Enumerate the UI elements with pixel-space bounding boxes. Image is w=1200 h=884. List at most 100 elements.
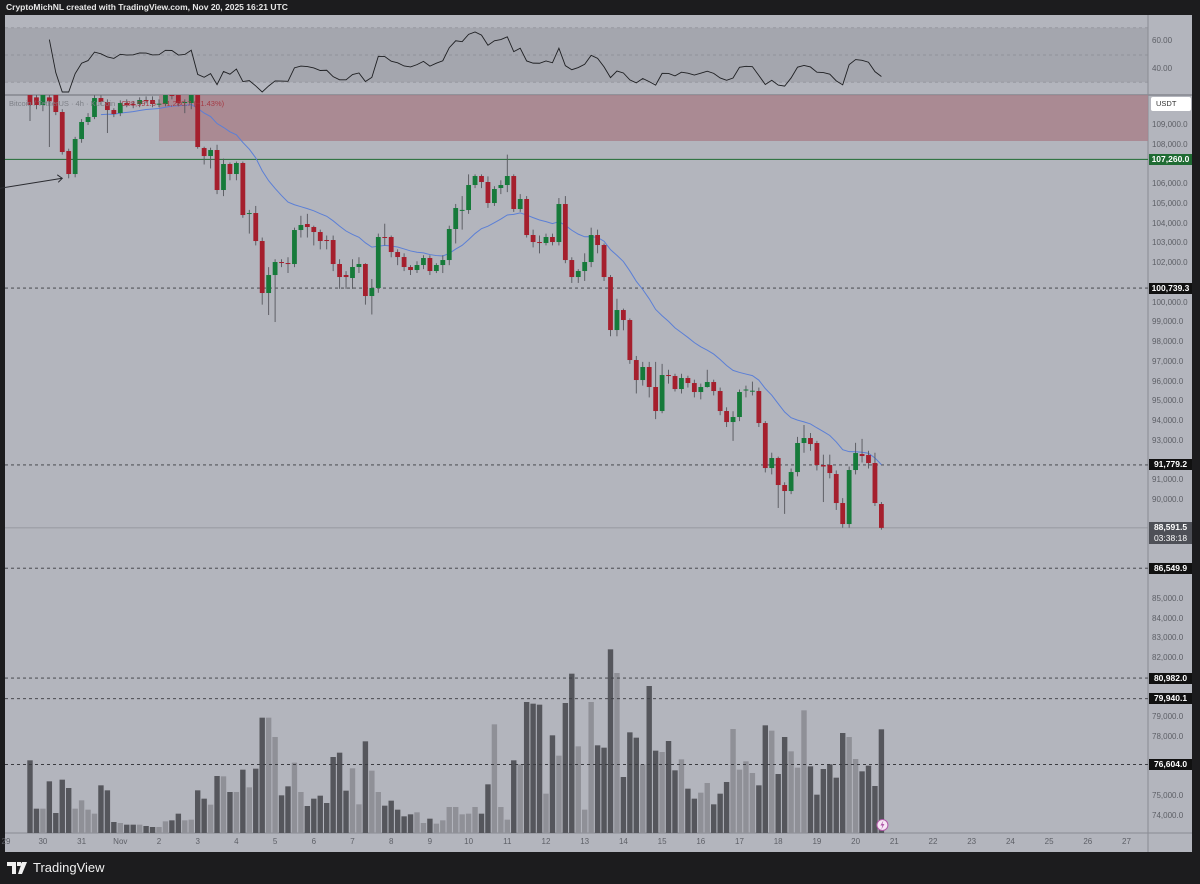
candle-down — [143, 100, 149, 102]
volume-bar — [66, 788, 72, 833]
candle-down — [59, 112, 65, 153]
price-tick-label: 85,000.0 — [1152, 593, 1184, 603]
candle-down — [46, 97, 52, 102]
volume-bar — [465, 813, 472, 833]
price-tick-label: 100,000.0 — [1152, 297, 1188, 307]
volume-bar — [104, 790, 111, 833]
candle-down — [724, 411, 729, 423]
candle-up — [375, 237, 381, 289]
volume-bar — [678, 759, 685, 833]
time-tick-label: 14 — [618, 837, 628, 846]
candle-down — [304, 224, 310, 228]
candle-down — [214, 150, 220, 191]
candle-up — [266, 275, 272, 294]
level-price-tag: 107,260.0 — [1149, 153, 1192, 165]
candle-down — [285, 263, 291, 265]
candle-up — [659, 375, 665, 412]
time-tick-label: 22 — [928, 837, 938, 846]
level-price-tag: 79,940.1 — [1149, 693, 1192, 705]
volume-bar — [40, 808, 46, 833]
rsi-line — [48, 31, 882, 93]
time-tick-label: 21 — [889, 837, 899, 846]
candle-down — [34, 97, 39, 106]
candle-down — [317, 232, 323, 242]
candle-up — [272, 262, 278, 276]
candle-down — [601, 245, 607, 278]
level-price-tag: 86,549.9 — [1149, 562, 1192, 574]
time-tick-label: 8 — [388, 837, 394, 846]
volume-bar — [349, 768, 356, 833]
volume-bar — [640, 764, 646, 833]
candle-up — [221, 164, 226, 191]
time-tick-label: 19 — [812, 837, 822, 846]
volume-bar — [794, 767, 801, 833]
time-tick-label: 3 — [195, 837, 200, 846]
volume-bar — [201, 798, 207, 833]
candle-down — [479, 176, 484, 183]
volume-bar — [652, 750, 659, 833]
volume-bar — [620, 777, 627, 833]
volume-bar — [472, 807, 478, 833]
volume-bar — [207, 804, 214, 833]
candle-down — [775, 458, 781, 486]
volume-bar — [517, 764, 523, 833]
volume-bar — [594, 745, 601, 833]
price-tick-label: 98,000.0 — [1152, 337, 1184, 347]
volume-bar — [453, 807, 459, 833]
price-tick-label: 93,000.0 — [1152, 435, 1184, 445]
candle-down — [537, 242, 542, 244]
price-tick-label: 95,000.0 — [1152, 396, 1184, 406]
volume-bar — [317, 795, 323, 833]
volume-bar — [195, 790, 201, 833]
candle-up — [853, 453, 858, 471]
candle-up — [466, 185, 471, 211]
candle-down — [666, 375, 671, 377]
volume-bar — [304, 806, 311, 833]
volume-bar — [756, 785, 762, 833]
volume-bar — [188, 819, 194, 833]
time-axis-background — [5, 833, 1192, 852]
volume-bar — [627, 732, 633, 833]
candle-down — [388, 237, 394, 253]
candle-up — [492, 189, 497, 204]
volume-bar — [775, 774, 781, 833]
candle-down — [175, 95, 181, 104]
volume-bar — [440, 820, 446, 833]
volume-bar — [788, 751, 794, 833]
candle-up — [369, 288, 375, 297]
candle-up — [246, 213, 252, 215]
volume-bar — [220, 776, 227, 833]
candle-down — [401, 257, 407, 268]
candle-down — [105, 102, 110, 111]
volume-bar — [414, 812, 420, 833]
currency-button[interactable]: USDT — [1151, 97, 1191, 111]
volume-bar — [427, 818, 433, 833]
volume-bar — [820, 769, 827, 833]
candle-up — [156, 103, 162, 105]
volume-bar — [878, 729, 885, 833]
candle-up — [750, 390, 755, 392]
volume-bar — [375, 792, 381, 833]
volume-bar — [762, 725, 768, 833]
candle-up — [730, 417, 736, 423]
legend-close: C88,591.5 — [121, 99, 156, 108]
price-tick-label: 83,000.0 — [1152, 633, 1184, 643]
candle-down — [711, 382, 717, 392]
candle-down — [150, 100, 155, 105]
candle-down — [382, 237, 388, 239]
price-tick-label: 104,000.0 — [1152, 218, 1188, 228]
time-tick-label: 29 — [1, 837, 11, 846]
price-tick-label: 84,000.0 — [1152, 613, 1184, 623]
tradingview-logo[interactable]: TradingView — [7, 860, 105, 875]
time-tick-label: 2 — [156, 837, 162, 846]
volume-bar — [214, 776, 220, 833]
price-tick-label: 94,000.0 — [1152, 416, 1184, 426]
candle-down — [595, 235, 600, 246]
footer: TradingView — [0, 852, 1200, 884]
volume-bar — [523, 702, 530, 833]
volume-bar — [543, 793, 549, 833]
volume-bar — [504, 819, 510, 833]
candle-down — [820, 465, 826, 467]
candle-up — [498, 185, 504, 189]
